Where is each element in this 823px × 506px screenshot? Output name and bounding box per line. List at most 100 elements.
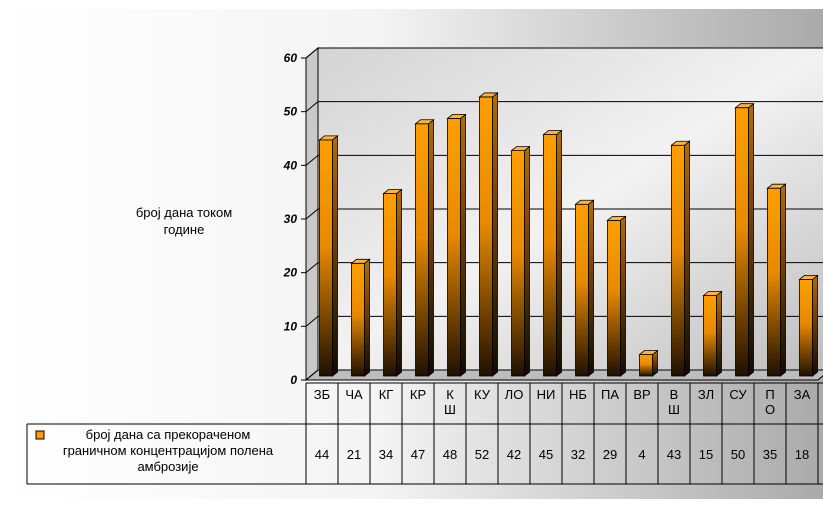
data-label: 21 [347,447,361,462]
data-label: 43 [667,447,681,462]
gridline [305,154,823,166]
data-label: 34 [379,447,393,462]
category-label: НИ [537,387,556,402]
bar-side [684,140,690,377]
legend-label: амброзије [137,459,198,474]
category-label: ВР [633,387,650,402]
bar [383,193,397,377]
bar-top [350,258,371,264]
data-label: 44 [315,447,329,462]
legend-key [35,430,45,440]
bar [703,295,717,377]
bar-top [510,146,531,152]
category-label: Ш [444,402,456,417]
bar [799,278,813,377]
data-label: 29 [603,447,617,462]
bar-side [556,129,562,377]
category-label: ЧА [345,387,363,402]
y-tick-label: 50 [284,105,298,119]
bar-top [670,140,691,146]
gridline [305,101,823,113]
bar-top [478,92,499,98]
bar-top [542,130,563,135]
category-label: КУ [474,387,491,402]
bar-side [492,92,498,377]
category-label: СУ [729,387,747,402]
legend-label: број дана са прекораченом [86,427,251,442]
bar [671,144,685,377]
bar-top [766,183,787,189]
bar-top [702,291,723,296]
category-label: КР [410,387,426,402]
category-label: ПА [601,387,619,402]
data-label: 45 [539,447,553,462]
bar [351,262,365,377]
bar-side [716,290,722,377]
bar [607,219,621,377]
data-label: 18 [795,447,809,462]
bar-side [588,199,594,377]
bar-top [798,274,819,280]
y-tick-label: 0 [290,373,297,387]
category-label: КГ [379,387,394,402]
y-tick-label: 30 [284,212,298,226]
data-label: 52 [475,447,489,462]
bar-top [606,215,627,221]
category-label: О [765,402,775,417]
bar [543,134,557,377]
bar [447,118,461,377]
bar-top [638,350,659,355]
legend-label: граничном концентрацијом полена [63,443,274,458]
bar-side [812,274,818,377]
category-label: В [670,387,679,402]
category-label: НБ [569,387,587,402]
y-axis-label: број дана током [136,205,232,220]
bar [735,107,749,377]
bar-side [780,183,786,377]
bar-side [396,188,402,377]
bar [511,150,525,377]
bar [415,123,429,377]
gridline [305,208,823,220]
y-tick-label: 20 [283,266,298,280]
bar-side [748,102,754,377]
bar-side [332,135,338,377]
y-tick-label: 40 [283,158,298,172]
data-label: 47 [411,447,425,462]
bar [767,187,781,377]
category-label: ЗА [794,387,811,402]
gridline [305,369,823,381]
gridline [305,262,823,274]
bar [479,96,493,377]
bar-top [574,199,595,205]
bar-side [428,118,434,377]
category-label: Ш [668,402,680,417]
data-label: 32 [571,447,585,462]
y-axis-label: године [164,222,205,237]
gridline [305,315,823,327]
category-label: ЛО [505,387,524,402]
category-label: ЗЛ [698,387,714,402]
data-label: 42 [507,447,521,462]
data-label: 50 [731,447,745,462]
data-label: 48 [443,447,457,462]
data-label: 4 [638,447,645,462]
bar-side [460,113,466,377]
bar-top [382,189,403,194]
data-label: 35 [763,447,777,462]
bar [319,139,333,377]
data-label: 15 [699,447,713,462]
bar-top [734,103,755,109]
gridline [305,47,823,59]
bar [575,203,589,377]
y-tick-label: 60 [284,51,298,65]
category-label: ЗБ [314,387,330,402]
bar-top [318,135,339,141]
category-label: П [765,387,774,402]
bar-top [414,119,435,125]
category-label: К [446,387,454,402]
bar [639,354,653,377]
bar-side [364,258,370,377]
